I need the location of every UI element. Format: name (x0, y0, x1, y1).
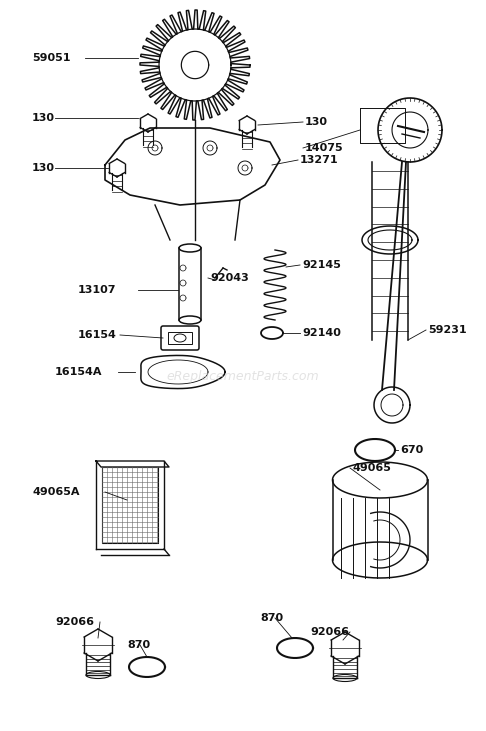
Text: 870: 870 (260, 613, 283, 623)
Text: 16154A: 16154A (55, 367, 103, 377)
Text: 92066: 92066 (55, 617, 94, 627)
Text: 92066: 92066 (310, 627, 349, 637)
Text: 92145: 92145 (302, 260, 341, 270)
Text: 670: 670 (400, 445, 423, 455)
Text: 59051: 59051 (32, 53, 70, 63)
Text: 92140: 92140 (302, 328, 341, 338)
Text: 870: 870 (127, 640, 150, 650)
Text: 13107: 13107 (78, 285, 117, 295)
Text: 16154: 16154 (78, 330, 117, 340)
Text: 49065: 49065 (352, 463, 391, 473)
Bar (168, 332, 192, 344)
Text: 92043: 92043 (210, 273, 249, 283)
Text: eReplacementParts.com: eReplacementParts.com (167, 370, 319, 383)
Text: 49065A: 49065A (32, 487, 80, 497)
Text: 13271: 13271 (300, 155, 339, 165)
Text: 59231: 59231 (428, 325, 467, 335)
Text: 14075: 14075 (305, 143, 344, 153)
Text: 130: 130 (305, 117, 328, 127)
Text: 130: 130 (32, 113, 55, 123)
Text: 130: 130 (32, 163, 55, 173)
